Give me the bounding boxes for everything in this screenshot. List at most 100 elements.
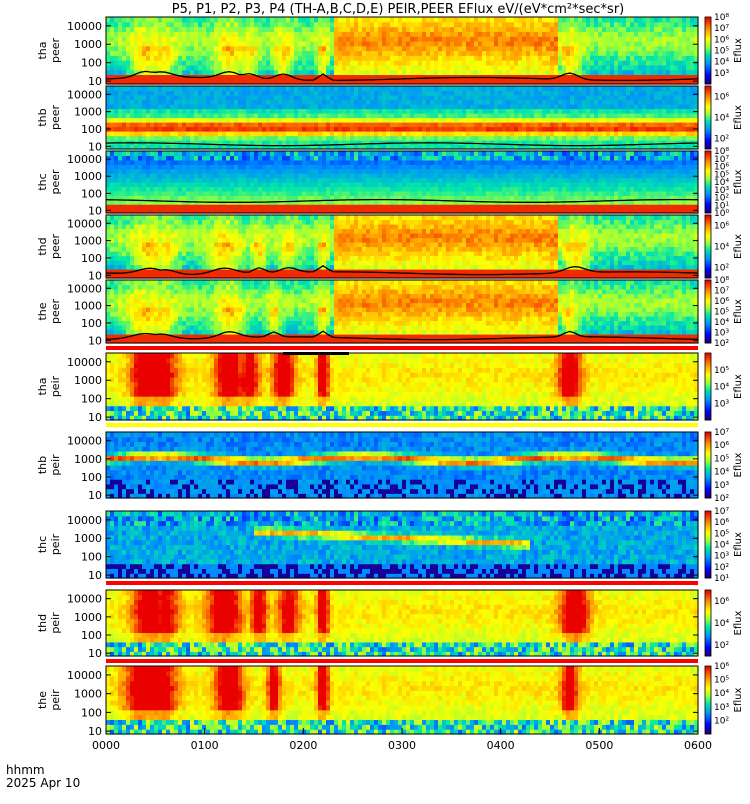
spectrogram-cell — [190, 186, 195, 191]
spectrogram-cell — [530, 100, 535, 105]
spectrogram-cell — [342, 55, 347, 60]
spectrogram-cell — [386, 27, 391, 32]
spectrogram-cell — [150, 169, 155, 174]
spectrogram-cell — [126, 131, 131, 136]
spectrogram-cell — [238, 169, 243, 174]
spectrogram-cell — [294, 65, 299, 70]
spectrogram-cell — [218, 131, 223, 136]
spectrogram-cell — [522, 95, 527, 100]
spectrogram-cell — [162, 195, 167, 200]
spectrogram-cell — [686, 36, 691, 41]
spectrogram-cell — [670, 113, 675, 118]
spectrogram-cell — [382, 41, 387, 46]
spectrogram-cell — [502, 104, 507, 109]
spectrogram-cell — [182, 127, 187, 132]
spectrogram-cell — [570, 118, 575, 123]
spectrogram-cell — [258, 195, 263, 200]
spectrogram-cell — [314, 27, 319, 32]
spectrogram-cell — [634, 122, 639, 127]
spectrogram-cell — [478, 104, 483, 109]
spectrogram-cell — [350, 109, 355, 114]
spectrogram-cell — [170, 122, 175, 127]
spectrogram-cell — [546, 36, 551, 41]
spectrogram-cell — [650, 41, 655, 46]
spectrogram-cell — [298, 118, 303, 123]
spectrogram-cell — [282, 86, 287, 91]
spectrogram-cell — [114, 113, 119, 118]
spectrogram-cell — [150, 65, 155, 70]
spectrogram-cell — [258, 131, 263, 136]
spectrogram-cell — [626, 86, 631, 91]
spectrogram-cell — [434, 86, 439, 91]
spectrogram-cell — [182, 100, 187, 105]
spectrogram-cell — [498, 113, 503, 118]
spectrogram-cell — [438, 51, 443, 56]
spectrogram-cell — [594, 140, 599, 145]
spectrogram-cell — [106, 65, 111, 70]
spectrogram-cell — [274, 164, 279, 169]
spectrogram-cell — [586, 65, 591, 70]
spectrogram-cell — [598, 74, 603, 79]
spectrogram-cell — [426, 113, 431, 118]
spectrogram-cell — [450, 65, 455, 70]
spectrogram-cell — [398, 131, 403, 136]
spectrogram-cell — [410, 31, 415, 36]
spectrogram-cell — [194, 191, 199, 196]
spectrogram-cell — [578, 109, 583, 114]
spectrogram-cell — [334, 65, 339, 70]
spectrogram-cell — [330, 104, 335, 109]
spectrogram-cell — [538, 91, 543, 96]
spectrogram-cell — [266, 55, 271, 60]
spectrogram-cell — [242, 127, 247, 132]
spectrogram-cell — [106, 41, 111, 46]
spectrogram-cell — [314, 65, 319, 70]
spectrogram-cell — [346, 55, 351, 60]
spectrogram-cell — [130, 51, 135, 56]
spectrogram-cell — [194, 104, 199, 109]
spectrogram-cell — [254, 182, 259, 187]
spectrogram-cell — [306, 195, 311, 200]
spectrogram-cell — [650, 31, 655, 36]
spectrogram-cell — [466, 17, 471, 22]
spectrogram-cell — [106, 178, 111, 183]
spectrogram-cell — [406, 27, 411, 32]
spectrogram-cell — [438, 100, 443, 105]
spectrogram-cell — [690, 113, 695, 118]
spectrogram-cell — [286, 100, 291, 105]
spectrogram-cell — [398, 36, 403, 41]
spectrogram-cell — [174, 36, 179, 41]
colorbar-tick-label: 10² — [714, 135, 729, 145]
spectrogram-cell — [326, 109, 331, 114]
spectrogram-cell — [610, 136, 615, 141]
spectrogram-cell — [650, 65, 655, 70]
spectrogram-cell — [158, 17, 163, 22]
spectrogram-cell — [266, 160, 271, 165]
spectrogram-cell — [298, 169, 303, 174]
spectrogram-cell — [626, 70, 631, 75]
spectrogram-cell — [554, 22, 559, 27]
spectrogram-cell — [130, 86, 135, 91]
spectrogram-cell — [582, 55, 587, 60]
spectrogram-cell — [526, 131, 531, 136]
spectrogram-cell — [246, 109, 251, 114]
spectrogram-cell — [486, 55, 491, 60]
spectrogram-cell — [222, 178, 227, 183]
spectrogram-cell — [558, 100, 563, 105]
spectrogram-cell — [298, 17, 303, 22]
spectrogram-cell — [126, 86, 131, 91]
spectrogram-cell — [226, 164, 231, 169]
spectrogram-cell — [398, 41, 403, 46]
spectrogram-cell — [490, 113, 495, 118]
spectrogram-cell — [302, 65, 307, 70]
spectrogram-cell — [202, 195, 207, 200]
spectrogram-cell — [202, 131, 207, 136]
spectrogram-cell — [550, 22, 555, 27]
spectrogram-cell — [622, 65, 627, 70]
spectrogram-cell — [602, 36, 607, 41]
spectrogram-cell — [250, 27, 255, 32]
spectrogram-cell — [674, 22, 679, 27]
spectrogram-cell — [326, 41, 331, 46]
spectrogram-cell — [586, 17, 591, 22]
spectrogram-cell — [390, 86, 395, 91]
spectrogram-cell — [270, 204, 275, 209]
